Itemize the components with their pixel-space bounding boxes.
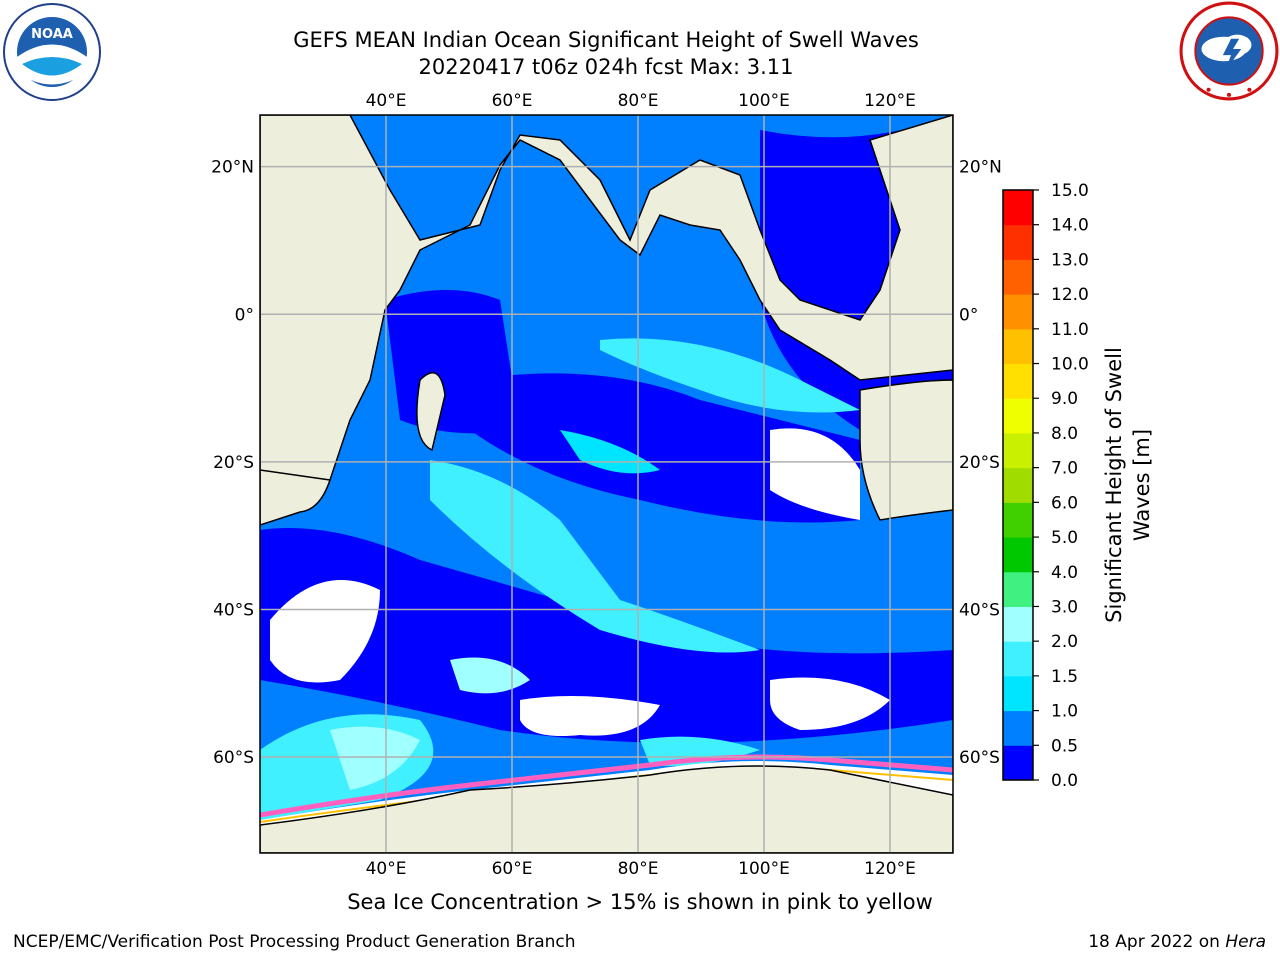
colorbar-tick-label: 13.0 bbox=[1051, 250, 1089, 270]
lon-tick-label-top: 80°E bbox=[618, 91, 659, 111]
australia-land bbox=[859, 379, 953, 521]
graticule bbox=[260, 115, 953, 853]
colorbar-tick-label: 10.0 bbox=[1051, 355, 1089, 375]
colorbar-tick-label: 1.5 bbox=[1051, 667, 1078, 687]
colorbar-swatch bbox=[1003, 537, 1033, 573]
colorbar bbox=[1002, 189, 1034, 781]
colorbar-title: Significant Height of Swell Waves [m] bbox=[1100, 305, 1160, 665]
colorbar-tick-label: 7.0 bbox=[1051, 459, 1078, 479]
lon-tick-label-bottom: 80°E bbox=[618, 859, 659, 879]
colorbar-swatch bbox=[1003, 571, 1033, 607]
lon-tick-label-top: 40°E bbox=[366, 91, 407, 111]
footer-date-text: 18 Apr 2022 on bbox=[1088, 932, 1226, 952]
lat-labels-left: 20°N 0° 20°S 40°S 60°S bbox=[211, 158, 254, 768]
lat-tick-label-right: 40°S bbox=[959, 600, 1000, 620]
colorbar-tick-label: 5.0 bbox=[1051, 528, 1078, 548]
map-frame bbox=[259, 114, 954, 854]
lat-tick-label-left: 60°S bbox=[213, 748, 254, 768]
noaa-logo-text: NOAA bbox=[31, 27, 73, 42]
footer-date: 18 Apr 2022 on Hera bbox=[1088, 932, 1266, 952]
swell-high-band bbox=[600, 338, 860, 413]
colorbar-swatch bbox=[1003, 294, 1033, 330]
chart-title: GEFS MEAN Indian Ocean Significant Heigh… bbox=[293, 28, 919, 52]
madagascar-land bbox=[416, 371, 446, 452]
colorbar-swatch bbox=[1003, 398, 1033, 434]
lat-labels-right: 20°N 0° 20°S 40°S 60°S bbox=[959, 158, 1002, 768]
lon-tick-label-bottom: 40°E bbox=[366, 859, 407, 879]
colorbar-tick-label: 9.0 bbox=[1051, 389, 1078, 409]
lon-labels-bottom: 40°E 60°E 80°E 100°E 120°E bbox=[366, 859, 916, 879]
colorbar-swatch bbox=[1003, 224, 1033, 260]
lon-labels-top: 40°E 60°E 80°E 100°E 120°E bbox=[366, 91, 916, 111]
footer-host: Hera bbox=[1225, 932, 1266, 952]
lon-tick-label-bottom: 120°E bbox=[864, 859, 916, 879]
swell-high-band bbox=[640, 736, 760, 766]
colorbar-tick-label: 3.0 bbox=[1051, 597, 1078, 617]
lat-tick-label-right: 0° bbox=[959, 305, 978, 325]
colorbar-tick-label: 8.0 bbox=[1051, 424, 1078, 444]
chart-subtitle: 20220417 t06z 024h fcst Max: 3.11 bbox=[418, 55, 794, 79]
colorbar-tick-label: 11.0 bbox=[1051, 320, 1089, 340]
colorbar-title-line1: Significant Height of Swell bbox=[1102, 347, 1126, 623]
colorbar-tick-label: 4.0 bbox=[1051, 563, 1078, 583]
colorbar-tick-label: 2.0 bbox=[1051, 632, 1078, 652]
colorbar-swatch bbox=[1003, 259, 1033, 295]
colorbar-swatch bbox=[1003, 502, 1033, 538]
colorbar-tick-label: 0.5 bbox=[1051, 736, 1078, 756]
no-data-patch bbox=[520, 696, 660, 736]
colorbar-swatch bbox=[1003, 745, 1033, 781]
colorbar-tick-label: 15.0 bbox=[1051, 181, 1089, 201]
colorbar-tick-label: 0.0 bbox=[1051, 771, 1078, 791]
lon-tick-label-top: 120°E bbox=[864, 91, 916, 111]
colorbar-tick-label: 1.0 bbox=[1051, 702, 1078, 722]
colorbar-swatch bbox=[1003, 467, 1033, 503]
no-data-patch bbox=[770, 677, 890, 730]
swell-peak-band bbox=[330, 726, 420, 790]
lat-tick-label-left: 40°S bbox=[213, 600, 254, 620]
colorbar-swatch bbox=[1003, 675, 1033, 712]
lat-tick-label-left: 20°S bbox=[213, 453, 254, 473]
colorbar-swatch bbox=[1003, 641, 1033, 677]
colorbar-swatch bbox=[1003, 710, 1033, 746]
swell-peak-band bbox=[450, 657, 530, 694]
colorbar-swatch bbox=[1003, 328, 1033, 365]
swell-low-region bbox=[470, 373, 860, 523]
noaa-logo: NOAA bbox=[3, 3, 101, 101]
lat-tick-label-right: 20°N bbox=[959, 158, 1002, 178]
africa-south-land bbox=[260, 469, 331, 526]
colorbar-tick-label: 14.0 bbox=[1051, 216, 1089, 236]
colorbar-tick-label: 12.0 bbox=[1051, 285, 1089, 305]
no-data-patch bbox=[770, 428, 860, 520]
colorbar-title-line2: Waves [m] bbox=[1130, 428, 1154, 542]
colorbar-frame bbox=[1002, 189, 1034, 781]
colorbar-swatch bbox=[1003, 190, 1033, 226]
antarctica-land bbox=[260, 765, 953, 853]
lon-tick-label-bottom: 60°E bbox=[492, 859, 533, 879]
lat-tick-label-left: 0° bbox=[235, 305, 254, 325]
colorbar-swatch bbox=[1003, 606, 1033, 642]
sea-ice-caption: Sea Ice Concentration > 15% is shown in … bbox=[347, 890, 933, 914]
colorbar-swatch bbox=[1003, 432, 1033, 469]
lon-tick-label-bottom: 100°E bbox=[738, 859, 790, 879]
colorbar-labels: 0.0 0.5 1.0 1.5 2.0 3.0 4.0 5.0 6.0 7.0 8.0 9.0 10.0… bbox=[1033, 181, 1089, 791]
swell-field bbox=[260, 115, 953, 853]
no-data-patch bbox=[270, 580, 380, 683]
colorbar-swatch bbox=[1003, 363, 1033, 399]
footer-branch: NCEP/EMC/Verification Post Processing Pr… bbox=[13, 932, 576, 952]
colorbar-tick-label: 6.0 bbox=[1051, 493, 1078, 513]
nws-logo bbox=[1179, 1, 1279, 101]
lon-tick-label-top: 100°E bbox=[738, 91, 790, 111]
lat-tick-label-right: 60°S bbox=[959, 748, 1000, 768]
lon-tick-label-top: 60°E bbox=[492, 91, 533, 111]
lat-tick-label-right: 20°S bbox=[959, 453, 1000, 473]
lat-tick-label-left: 20°N bbox=[211, 158, 254, 178]
